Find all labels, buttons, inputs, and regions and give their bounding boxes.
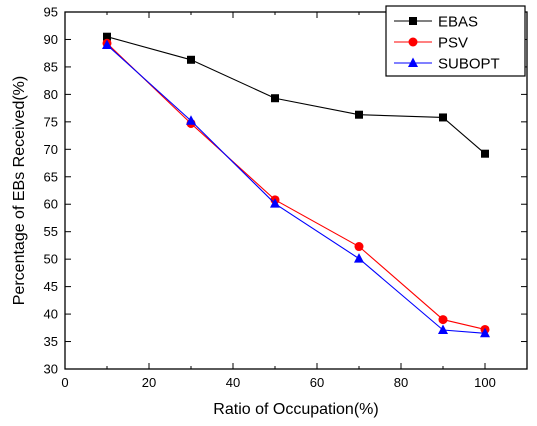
legend-label-subopt: SUBOPT [438, 56, 500, 73]
data-point-subopt [102, 39, 112, 49]
series-line-subopt [106, 44, 486, 334]
data-point-subopt [270, 198, 280, 208]
data-point-subopt [354, 253, 364, 263]
series-line-psv [106, 42, 486, 330]
data-point-subopt [480, 327, 490, 338]
y-axis-title: Percentage of EBs Received(%) [11, 76, 28, 305]
y-tick-label: 40 [44, 307, 58, 322]
x-tick-label: 80 [394, 375, 408, 390]
data-point-subopt [186, 115, 196, 125]
series-group [102, 32, 490, 338]
y-tick-label: 95 [44, 5, 58, 20]
y-tick-label: 35 [44, 334, 58, 349]
y-tick-label: 85 [44, 59, 58, 74]
plot-border [64, 11, 528, 370]
y-tick-label: 45 [44, 279, 58, 294]
y-tick-label: 30 [44, 362, 58, 377]
data-point-ebas [481, 149, 489, 158]
x-tick-label: 20 [142, 375, 156, 390]
legend-marker-psv [408, 37, 418, 47]
legend-marker-subopt [408, 57, 418, 67]
series-psv [102, 38, 490, 334]
data-point-ebas [355, 110, 363, 119]
plot-frame [64, 11, 528, 370]
y-tick-label: 60 [44, 197, 58, 212]
x-axis-title: Ratio of Occupation(%) [213, 401, 378, 418]
y-tick-label: 75 [44, 114, 58, 129]
data-point-psv [438, 315, 448, 325]
series-ebas [103, 32, 489, 158]
axis-ticks: 0 20 40 60 80 100 30 35 40 45 50 55 60 65 70 75 80 85 90 95 [44, 5, 527, 390]
y-tick-label: 55 [44, 224, 58, 239]
series-subopt [102, 39, 490, 338]
data-point-psv [354, 242, 364, 252]
data-point-subopt [438, 324, 448, 335]
x-tick-label: 100 [474, 375, 496, 390]
y-tick-label: 50 [44, 252, 58, 267]
y-tick-label: 80 [44, 87, 58, 102]
legend-label-ebas: EBAS [438, 14, 478, 31]
y-tick-label: 70 [44, 142, 58, 157]
y-tick-label: 65 [44, 169, 58, 184]
x-tick-label: 40 [226, 375, 240, 390]
y-tick-label: 90 [44, 32, 58, 47]
series-line-ebas [106, 36, 486, 155]
data-point-ebas [103, 32, 111, 41]
data-point-ebas [187, 55, 195, 64]
data-point-ebas [271, 94, 279, 103]
legend-marker-ebas [409, 17, 417, 25]
x-tick-label: 60 [310, 375, 324, 390]
legend: EBAS PSV SUBOPT [385, 5, 526, 77]
x-tick-label: 0 [61, 375, 68, 390]
data-point-ebas [439, 113, 447, 122]
legend-label-psv: PSV [438, 35, 468, 52]
